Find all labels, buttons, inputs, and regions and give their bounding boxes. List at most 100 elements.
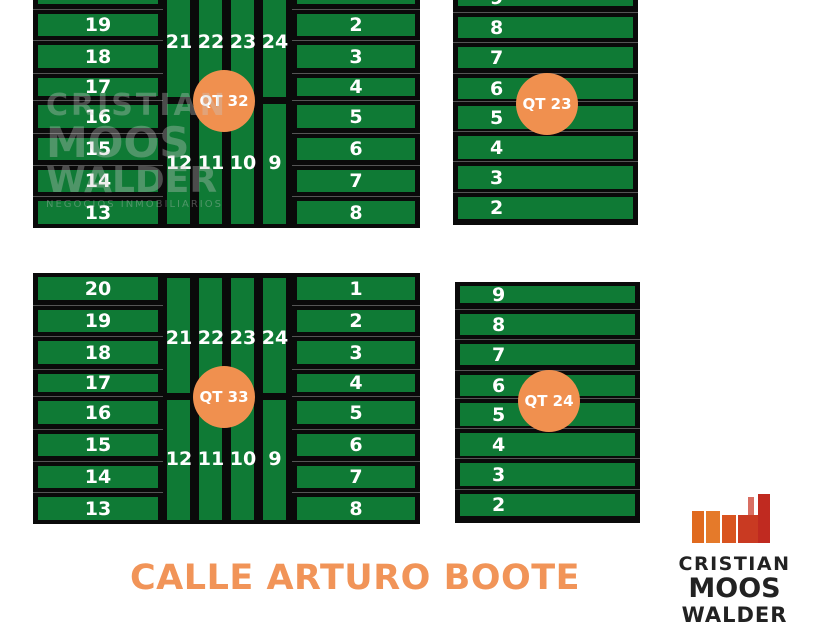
lot-3[interactable]: 3 <box>297 45 415 68</box>
lot-21[interactable] <box>167 278 190 393</box>
lot-label[interactable]: 11 <box>197 152 225 174</box>
lot-divider[interactable] <box>292 165 420 166</box>
lot-24[interactable] <box>263 278 286 393</box>
lot-divider[interactable] <box>453 12 638 13</box>
lot-divider[interactable] <box>33 336 163 337</box>
lot-divider[interactable] <box>453 192 638 193</box>
lot-8[interactable]: 8 <box>297 201 415 224</box>
lot-divider[interactable] <box>455 489 640 490</box>
lot-divider[interactable] <box>455 458 640 459</box>
lot-15[interactable]: 15 <box>38 434 158 456</box>
lot-4[interactable]: 4 <box>297 76 415 98</box>
lot-divider[interactable] <box>292 336 420 337</box>
lot-19[interactable]: 19 <box>38 310 158 332</box>
lot-5[interactable]: 5 <box>297 105 415 128</box>
lot-divider[interactable] <box>292 196 420 197</box>
lot-divider[interactable] <box>33 165 163 166</box>
lot-2[interactable]: 2 <box>458 197 633 219</box>
lot-divider[interactable] <box>292 369 420 370</box>
lot-label[interactable]: 21 <box>165 327 193 349</box>
lot-13[interactable]: 13 <box>38 201 158 224</box>
lot-divider[interactable] <box>33 461 163 462</box>
lot-divider[interactable] <box>455 339 640 340</box>
lot-14[interactable]: 14 <box>38 170 158 192</box>
lot-24[interactable] <box>263 0 286 97</box>
lot-8[interactable]: 8 <box>458 17 633 39</box>
lot-divider[interactable] <box>33 369 163 370</box>
lot-6[interactable]: 6 <box>297 434 415 456</box>
lot-divider[interactable] <box>292 133 420 134</box>
lot-1[interactable]: 1 <box>297 0 415 4</box>
lot-21[interactable] <box>167 0 190 97</box>
lot-divider[interactable] <box>33 429 163 430</box>
lot-divider[interactable] <box>453 42 638 43</box>
lot-18[interactable]: 18 <box>38 341 158 364</box>
lot-15[interactable]: 15 <box>38 138 158 160</box>
lot-label[interactable]: 23 <box>229 31 257 53</box>
lot-label[interactable]: 12 <box>165 152 193 174</box>
lot-divider[interactable] <box>453 161 638 162</box>
lot-divider[interactable] <box>292 461 420 462</box>
lot-3[interactable]: 3 <box>458 166 633 189</box>
lot-16[interactable]: 16 <box>38 105 158 128</box>
lot-5[interactable]: 5 <box>297 401 415 424</box>
lot-13[interactable]: 13 <box>38 497 158 520</box>
lot-label[interactable]: 23 <box>229 327 257 349</box>
lot-divider[interactable] <box>292 73 420 74</box>
lot-4[interactable]: 4 <box>460 433 635 456</box>
lot-divider[interactable] <box>33 100 163 101</box>
lot-divider[interactable] <box>292 100 420 101</box>
lot-label[interactable]: 22 <box>197 327 225 349</box>
lot-3[interactable]: 3 <box>297 341 415 364</box>
lot-divider[interactable] <box>292 40 420 41</box>
lot-label[interactable]: 11 <box>197 448 225 470</box>
lot-divider[interactable] <box>292 492 420 493</box>
lot-12[interactable] <box>167 400 190 520</box>
lot-20[interactable]: 20 <box>38 277 158 300</box>
lot-divider[interactable] <box>33 40 163 41</box>
lot-label[interactable]: 22 <box>197 31 225 53</box>
lot-16[interactable]: 16 <box>38 401 158 424</box>
lot-divider[interactable] <box>455 309 640 310</box>
lot-17[interactable]: 17 <box>38 372 158 394</box>
lot-2[interactable]: 2 <box>297 14 415 36</box>
lot-7[interactable]: 7 <box>297 170 415 192</box>
lot-divider[interactable] <box>33 73 163 74</box>
lot-divider[interactable] <box>33 396 163 397</box>
lot-7[interactable]: 7 <box>458 47 633 69</box>
lot-label[interactable]: 24 <box>261 327 289 349</box>
lot-3[interactable]: 3 <box>460 463 635 486</box>
lot-divider[interactable] <box>33 305 163 306</box>
lot-divider[interactable] <box>292 305 420 306</box>
lot-19[interactable]: 19 <box>38 14 158 36</box>
lot-4[interactable]: 4 <box>297 372 415 394</box>
lot-label[interactable]: 24 <box>261 31 289 53</box>
lot-label[interactable]: 10 <box>229 152 257 174</box>
lot-label[interactable]: 12 <box>165 448 193 470</box>
lot-7[interactable]: 7 <box>297 466 415 488</box>
lot-7[interactable]: 7 <box>460 344 635 366</box>
lot-label[interactable]: 10 <box>229 448 257 470</box>
lot-8[interactable]: 8 <box>460 314 635 336</box>
lot-divider[interactable] <box>33 196 163 197</box>
lot-divider[interactable] <box>33 492 163 493</box>
lot-divider[interactable] <box>292 396 420 397</box>
lot-4[interactable]: 4 <box>458 136 633 159</box>
lot-label[interactable]: 9 <box>268 448 282 470</box>
lot-divider[interactable] <box>33 9 163 10</box>
lot-9[interactable]: 9 <box>460 284 635 306</box>
lot-divider[interactable] <box>33 133 163 134</box>
lot-1[interactable]: 1 <box>297 277 415 300</box>
lot-20[interactable]: 20 <box>38 0 158 4</box>
lot-14[interactable]: 14 <box>38 466 158 488</box>
lot-9[interactable] <box>263 104 286 224</box>
lot-8[interactable]: 8 <box>297 497 415 520</box>
lot-label[interactable]: 21 <box>165 31 193 53</box>
lot-divider[interactable] <box>292 429 420 430</box>
lot-17[interactable]: 17 <box>38 76 158 98</box>
lot-label[interactable]: 9 <box>268 152 282 174</box>
lot-2[interactable]: 2 <box>460 494 635 516</box>
lot-2[interactable]: 2 <box>297 310 415 332</box>
lot-9[interactable] <box>263 400 286 520</box>
lot-18[interactable]: 18 <box>38 45 158 68</box>
